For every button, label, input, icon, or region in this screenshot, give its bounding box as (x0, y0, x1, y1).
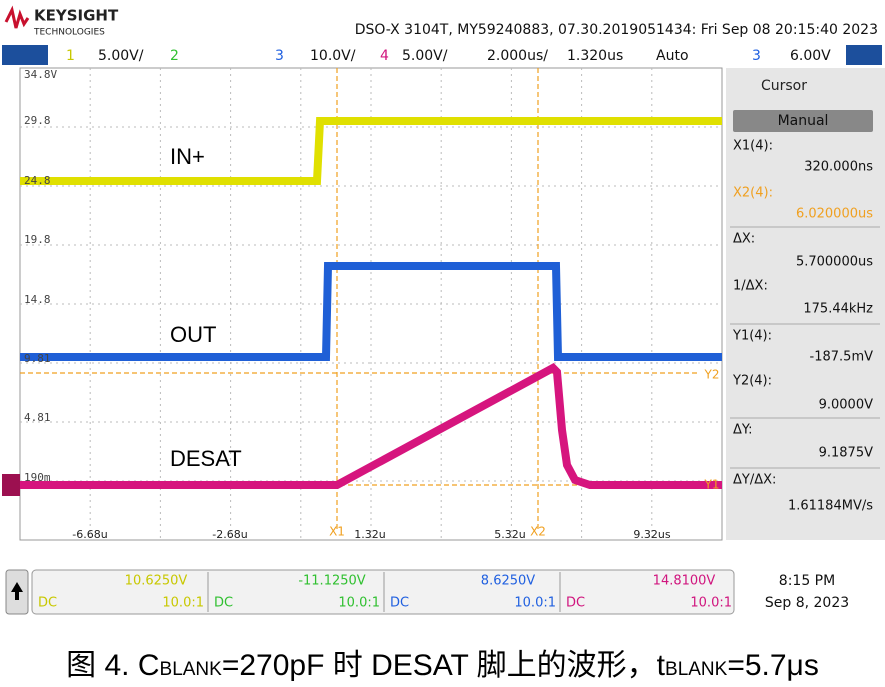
channel-coupling: DC (214, 596, 233, 611)
channel-setting: 3 (275, 48, 284, 64)
readout-label: 1/ΔX: (733, 279, 768, 294)
channel-probe: 10.0:1 (690, 596, 732, 611)
caption-part: 图 4. C (66, 649, 160, 682)
readout-value: 5.700000us (796, 255, 873, 270)
arrow-icon (11, 582, 23, 600)
cursor-marker: X2 (530, 525, 546, 539)
y-label: 24.8 (24, 174, 51, 187)
clock-date: Sep 8, 2023 (765, 595, 849, 611)
logo (4, 5, 30, 29)
caption-part: BLANK (159, 659, 222, 680)
trace-ch1 (20, 117, 722, 185)
x-label: 1.32u (354, 528, 385, 541)
channel-coupling: DC (566, 596, 585, 611)
channel-setting: 4 (380, 48, 389, 64)
channel-probe: 10.0:1 (162, 596, 204, 611)
brand-sub: TECHNOLOGIES (33, 28, 105, 38)
y-label: 29.8 (24, 114, 51, 127)
channel-setting: 3 (752, 48, 761, 64)
channel-coupling: DC (38, 596, 57, 611)
cursor-marker: X1 (329, 525, 345, 539)
readout-value: 9.1875V (819, 446, 873, 461)
y-label: 4.81 (24, 411, 51, 424)
readout-value: 175.44kHz (803, 302, 873, 317)
readout-label: ΔY/ΔX: (733, 473, 776, 488)
readout-value: 320.000ns (804, 160, 873, 175)
channel-setting: 5.00V/ (98, 48, 144, 64)
readout-label: X1(4): (733, 139, 773, 154)
readout-value: 9.0000V (819, 398, 873, 413)
channel-coupling: DC (390, 596, 409, 611)
x-label: 5.32u (494, 528, 525, 541)
trace-label: DESAT (170, 446, 242, 471)
cursor-marker: Y1 (704, 478, 720, 492)
clock-time: 8:15 PM (779, 573, 835, 589)
channel-probe: 10.0:1 (338, 596, 380, 611)
trace-ch3 (20, 262, 722, 361)
channel-setting: 2.000us/ (487, 48, 548, 64)
readout-value: 6.020000us (796, 207, 873, 222)
x-label: 9.32us (633, 528, 670, 541)
y-label: 34.8V (24, 68, 57, 81)
channel-probe: 10.0:1 (514, 596, 556, 611)
caption-part: =5.7μs (727, 649, 819, 682)
sidebar-mode: Manual (778, 113, 829, 129)
channel-bar (0, 44, 885, 66)
sidebar-title: Cursor (761, 78, 807, 94)
readout-label: ΔX: (733, 232, 755, 247)
channel-setting: 1 (66, 48, 75, 64)
caption-part: =270pF 时 DESAT 脚上的波形，t (221, 649, 666, 682)
y-label: 14.8 (24, 293, 51, 306)
y-label: 190m (24, 471, 51, 484)
channel-offset: -11.1250V (298, 574, 365, 589)
menu-button[interactable] (2, 45, 48, 65)
channel-setting: 2 (170, 48, 179, 64)
readout-value: -187.5mV (810, 350, 874, 365)
cursor-marker: Y2 (704, 368, 720, 382)
brand: KEYSIGHT (34, 7, 119, 25)
trace-label: IN+ (170, 144, 205, 169)
channel-offset: 10.6250V (125, 574, 188, 589)
readout-label: X2(4): (733, 186, 773, 201)
menu-button[interactable] (846, 45, 882, 65)
trace-label: OUT (170, 322, 216, 347)
readout-label: ΔY: (733, 423, 753, 438)
caption: 图 4. CBLANK=270pF 时 DESAT 脚上的波形，tBLANK=5… (0, 640, 885, 684)
x-label: -2.68u (212, 528, 247, 541)
ch4-marker (2, 474, 20, 496)
x-label: -6.68u (72, 528, 107, 541)
channel-offset: 14.8100V (653, 574, 716, 589)
y-label: 9.81 (24, 352, 51, 365)
readout-label: Y1(4): (732, 329, 772, 344)
channel-setting: 6.00V (790, 48, 831, 64)
channel-setting: 5.00V/ (402, 48, 448, 64)
instrument-info: DSO-X 3104T, MY59240883, 07.30.201905143… (355, 22, 878, 38)
channel-setting: 1.320us (567, 48, 623, 64)
y-label: 19.8 (24, 233, 51, 246)
channel-setting: 10.0V/ (310, 48, 356, 64)
trace-ch4 (20, 363, 722, 489)
readout-label: Y2(4): (732, 374, 772, 389)
mode-button[interactable] (733, 110, 873, 132)
sidebar (726, 68, 885, 540)
scope-screen: KEYSIGHT TECHNOLOGIES DSO-X 3104T, MY592… (0, 5, 885, 615)
channel-setting: Auto (656, 48, 689, 64)
caption-part: BLANK (665, 659, 728, 680)
channel-offset: 8.6250V (481, 574, 535, 589)
readout-value: 1.61184MV/s (788, 499, 873, 514)
